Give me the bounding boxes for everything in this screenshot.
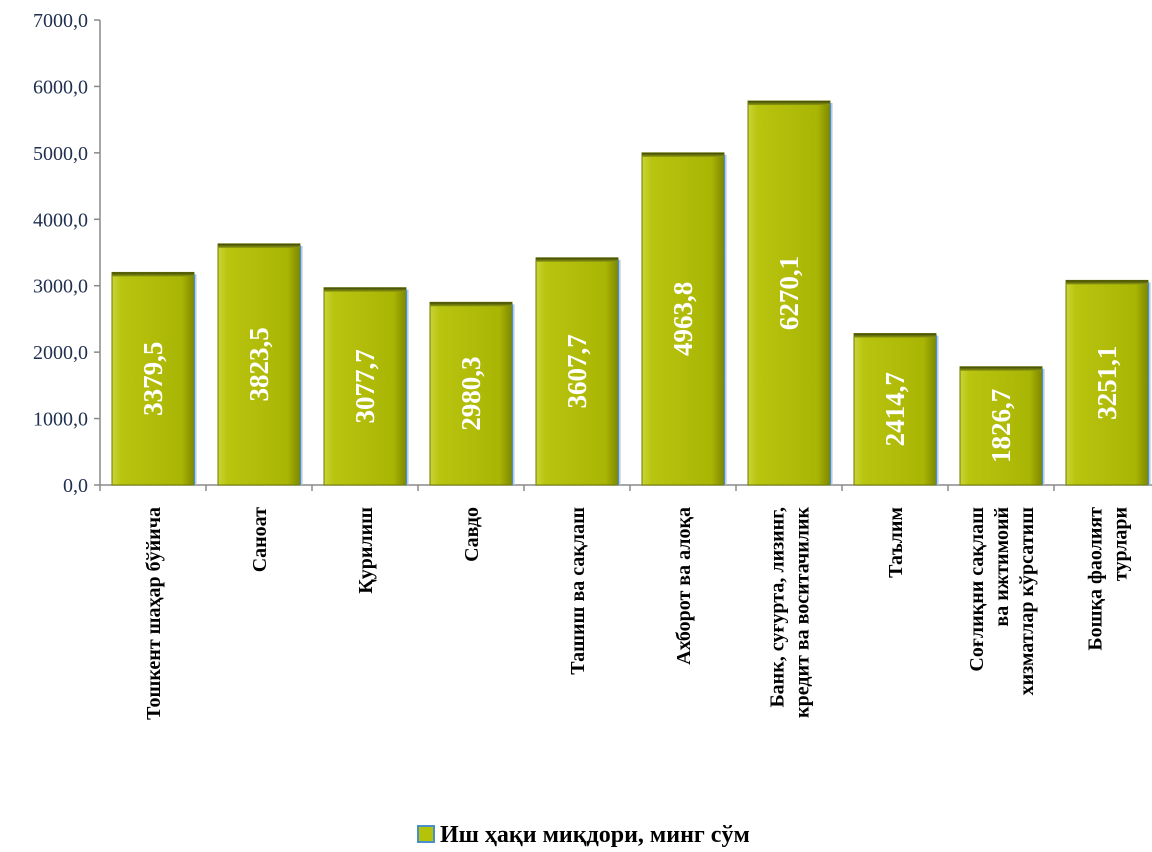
bar-value-label: 4963,8 xyxy=(668,282,698,356)
category-label-line: Саноат xyxy=(249,507,271,572)
bar-value-label: 3607,7 xyxy=(562,334,592,408)
category-label-line: Бошқа фаолият xyxy=(1085,507,1107,651)
category-labels: Тошкент шаҳар бўйича Саноат Қурилиш Савдо Та… xyxy=(143,507,1132,720)
category-label-line: Соғлиқни сақлаш xyxy=(966,507,988,672)
bar-group: 3077,7 xyxy=(323,287,409,486)
y-tick-label: 4000,0 xyxy=(33,209,88,231)
category-label: Тошкент шаҳар бўйича xyxy=(143,507,165,720)
category-label: Ташиш ва сақлаш xyxy=(567,507,589,675)
category-label: Ахборот ва алоқа xyxy=(673,507,695,665)
legend-label: Иш ҳақи миқдори, минг сўм xyxy=(440,822,750,848)
bar-group: 6270,1 xyxy=(747,100,833,486)
bar-group: 3823,5 xyxy=(217,243,303,486)
category-label-line: Таълим xyxy=(885,507,907,578)
x-axis xyxy=(99,484,1152,491)
bar-group: 4963,8 xyxy=(641,152,727,486)
bar-group: 3607,7 xyxy=(535,257,621,486)
legend: Иш ҳақи миқдори, минг сўм xyxy=(417,822,750,848)
bar-value-label: 3379,5 xyxy=(138,342,168,416)
bar-top-edge xyxy=(960,366,1042,371)
category-label: Бошқа фаолият турлари xyxy=(1085,507,1132,651)
category-label-line: Банк, суғурта, лизинг, xyxy=(767,507,789,708)
bar-value-label: 2414,7 xyxy=(880,372,910,446)
category-label: Соғлиқни сақлаш ва ижтимоий хизматлар кўрс… xyxy=(966,507,1038,696)
bar-top-edge xyxy=(1066,280,1148,285)
bar-group: 3251,1 xyxy=(1065,279,1151,486)
y-tick-label: 3000,0 xyxy=(33,276,88,298)
category-label-line: хизматлар кўрсатиш xyxy=(1016,507,1038,696)
bar xyxy=(429,301,513,486)
bars: 3379,5 3823,5 3077,7 2980,3 3607,7 4963,8 6270… xyxy=(111,100,1151,486)
category-label-line: Савдо xyxy=(461,507,483,562)
bar-group: 1826,7 xyxy=(959,366,1045,486)
y-tick-label: 6000,0 xyxy=(33,76,88,98)
bar-value-label: 3251,1 xyxy=(1092,346,1122,420)
category-label-line: Қурилиш xyxy=(355,507,377,594)
category-label-line: турлари xyxy=(1110,507,1132,581)
bar-value-label: 6270,1 xyxy=(774,256,804,330)
category-label-line: Ташиш ва сақлаш xyxy=(567,507,589,675)
bar-value-label: 1826,7 xyxy=(986,389,1016,463)
category-label-line: кредит ва воситачилик xyxy=(792,507,814,718)
bar-top-edge xyxy=(324,287,406,292)
category-label: Банк, суғурта, лизинг, кредит ва воситачи… xyxy=(767,507,814,718)
category-label: Қурилиш xyxy=(355,507,377,594)
legend-swatch xyxy=(417,825,435,843)
category-label-line: Ахборот ва алоқа xyxy=(673,507,695,665)
category-label-line: ва ижтимоий xyxy=(991,507,1013,627)
bar-value-label: 3823,5 xyxy=(244,327,274,401)
bar-top-edge xyxy=(748,101,830,106)
category-label: Савдо xyxy=(461,507,483,562)
bar-top-edge xyxy=(430,302,512,307)
bar-value-label: 2980,3 xyxy=(456,357,486,431)
bar-group: 2414,7 xyxy=(853,333,939,486)
category-label-line: Тошкент шаҳар бўйича xyxy=(143,507,165,720)
category-label: Саноат xyxy=(249,507,271,572)
bar xyxy=(1065,279,1149,486)
bar-top-edge xyxy=(218,243,300,248)
bar-group: 2980,3 xyxy=(429,301,515,486)
category-label: Таълим xyxy=(885,507,907,578)
y-tick-label: 5000,0 xyxy=(33,143,88,165)
bar xyxy=(323,287,407,486)
bar-top-edge xyxy=(642,152,724,157)
bar-top-edge xyxy=(854,333,936,338)
y-tick-label: 2000,0 xyxy=(33,342,88,364)
bar-top-edge xyxy=(536,257,618,262)
y-tick-label: 0,0 xyxy=(63,475,88,497)
bar-group: 3379,5 xyxy=(111,271,197,486)
bar-value-label: 3077,7 xyxy=(350,349,380,423)
y-axis: 0,0 1000,0 2000,0 3000,0 4000,0 5000,0 6000,0 7… xyxy=(33,10,101,497)
bar xyxy=(111,271,195,486)
bar xyxy=(217,243,301,486)
bar-top-edge xyxy=(112,272,194,277)
y-tick-label: 1000,0 xyxy=(33,409,88,431)
bar xyxy=(959,366,1043,486)
bar xyxy=(853,333,937,486)
y-tick-label: 7000,0 xyxy=(33,10,88,32)
